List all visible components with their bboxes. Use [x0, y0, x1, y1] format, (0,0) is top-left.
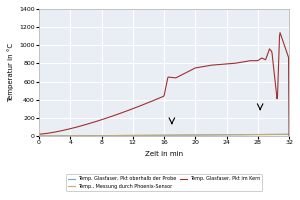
Temp., Messung durch Phoenix-Sensor — [281, 133, 285, 136]
Line: Temp., Messung durch Phoenix-Sensor: Temp., Messung durch Phoenix-Sensor — [39, 134, 289, 136]
Legend: Temp. Glasfaser, Pkt oberhalb der Probe, Temp., Messung durch Phoenix-Sensor, Te: Temp. Glasfaser, Pkt oberhalb der Probe,… — [66, 174, 262, 191]
Temp., Messung durch Phoenix-Sensor — [156, 134, 160, 136]
Line: Temp. Glasfaser, Pkt oberhalb der Probe: Temp. Glasfaser, Pkt oberhalb der Probe — [39, 134, 289, 136]
Temp. Glasfaser, Pkt im Kern — [158, 97, 161, 99]
Temp. Glasfaser, Pkt oberhalb der Probe — [156, 134, 160, 136]
Temp. Glasfaser, Pkt im Kern — [156, 98, 160, 100]
Temp., Messung durch Phoenix-Sensor — [158, 134, 161, 136]
Temp. Glasfaser, Pkt oberhalb der Probe — [242, 133, 246, 136]
Temp. Glasfaser, Pkt im Kern — [282, 42, 285, 44]
Temp. Glasfaser, Pkt oberhalb der Probe — [37, 135, 41, 137]
Temp. Glasfaser, Pkt im Kern — [172, 77, 176, 79]
Temp. Glasfaser, Pkt im Kern — [287, 135, 291, 137]
Temp. Glasfaser, Pkt oberhalb der Probe — [172, 134, 176, 136]
Temp., Messung durch Phoenix-Sensor — [287, 133, 291, 136]
X-axis label: Zeit in min: Zeit in min — [145, 151, 183, 157]
Temp., Messung durch Phoenix-Sensor — [37, 135, 41, 137]
Temp. Glasfaser, Pkt im Kern — [37, 133, 41, 135]
Temp. Glasfaser, Pkt oberhalb der Probe — [281, 133, 285, 136]
Temp. Glasfaser, Pkt im Kern — [242, 61, 246, 63]
Temp. Glasfaser, Pkt im Kern — [278, 31, 282, 34]
Temp. Glasfaser, Pkt im Kern — [186, 71, 190, 73]
Y-axis label: Temperatur in °C: Temperatur in °C — [7, 43, 14, 102]
Temp., Messung durch Phoenix-Sensor — [242, 133, 246, 136]
Temp. Glasfaser, Pkt oberhalb der Probe — [186, 134, 190, 136]
Temp. Glasfaser, Pkt oberhalb der Probe — [158, 134, 161, 136]
Temp., Messung durch Phoenix-Sensor — [186, 134, 190, 136]
Temp., Messung durch Phoenix-Sensor — [172, 134, 176, 136]
Temp. Glasfaser, Pkt oberhalb der Probe — [287, 133, 291, 135]
Line: Temp. Glasfaser, Pkt im Kern: Temp. Glasfaser, Pkt im Kern — [39, 33, 289, 136]
